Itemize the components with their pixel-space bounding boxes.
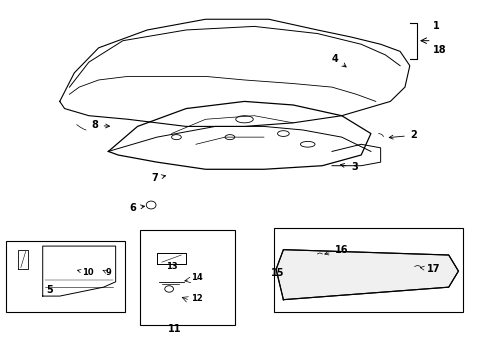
Text: 1: 1: [432, 21, 439, 31]
Text: 18: 18: [432, 45, 446, 55]
Text: 12: 12: [191, 294, 203, 303]
Text: 9: 9: [103, 268, 111, 277]
Text: 6: 6: [129, 203, 144, 213]
Bar: [273, 228, 462, 312]
Bar: [6, 241, 125, 312]
Text: 2: 2: [388, 130, 416, 140]
Text: 13: 13: [165, 262, 177, 271]
Text: 17: 17: [420, 264, 439, 274]
Text: 3: 3: [340, 162, 358, 172]
Polygon shape: [276, 249, 458, 300]
Text: 10: 10: [77, 268, 93, 277]
Text: 11: 11: [168, 324, 182, 334]
Bar: [140, 230, 234, 325]
Text: 5: 5: [46, 284, 53, 294]
Text: 15: 15: [270, 268, 284, 278]
Text: 8: 8: [92, 120, 109, 130]
Text: 4: 4: [331, 54, 346, 67]
Text: 14: 14: [191, 273, 203, 282]
Text: 16: 16: [324, 245, 347, 255]
Text: 7: 7: [151, 173, 165, 183]
